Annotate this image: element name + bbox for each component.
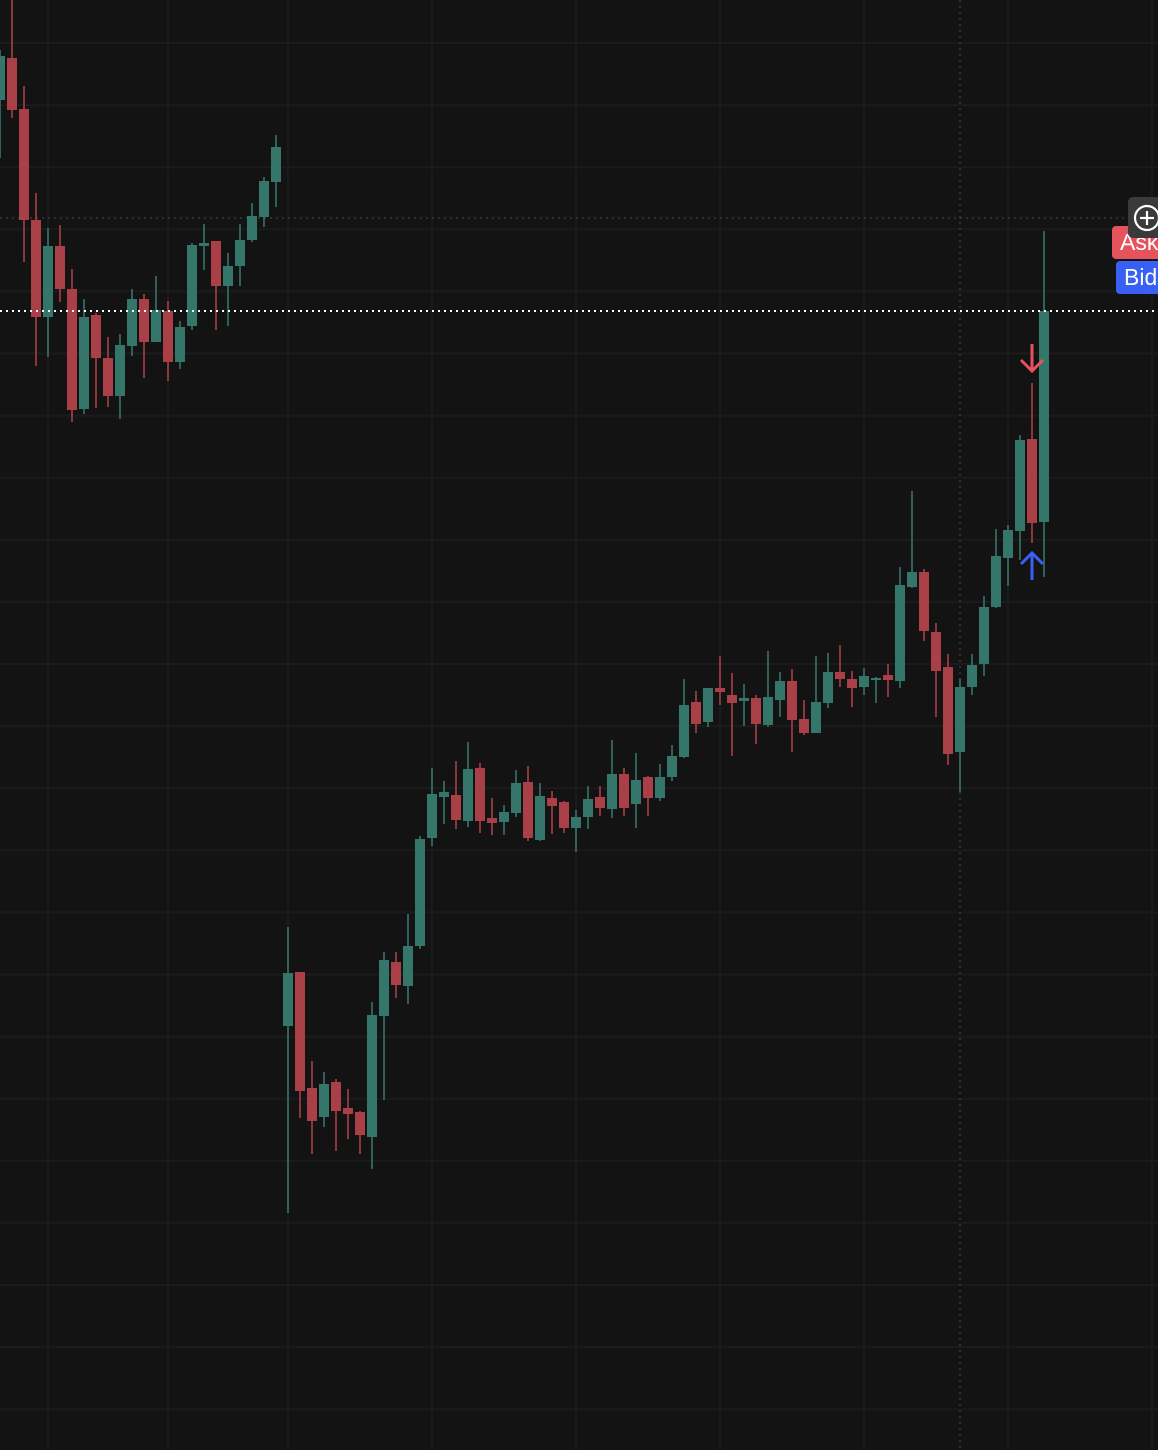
candle-body-up <box>607 774 617 809</box>
candle-body-up <box>1003 530 1013 558</box>
candle-body-up <box>667 756 677 777</box>
candle-body-down <box>7 58 17 110</box>
candle-body-down <box>295 972 305 1091</box>
candle-body-up <box>1015 440 1025 531</box>
candle-body-up <box>367 1015 377 1137</box>
candle-body-up <box>43 246 53 317</box>
candle-body-up <box>871 678 881 680</box>
candle-body-down <box>643 777 653 798</box>
candle-body-up <box>247 216 257 240</box>
candle-body-up <box>403 946 413 986</box>
candle-body-up <box>907 572 917 587</box>
candle-body-up <box>427 794 437 838</box>
candle-body-up <box>151 310 161 342</box>
candle-body-up <box>319 1084 329 1117</box>
candle-body-up <box>967 665 977 687</box>
candle-body-down <box>103 358 113 396</box>
candle-body-down <box>19 109 29 220</box>
candle-body-down <box>787 681 797 720</box>
bid-price-tag[interactable]: Bid <box>1116 261 1158 294</box>
candle-body-up <box>811 702 821 733</box>
candle-body-down <box>1027 439 1037 523</box>
candle-body-up <box>703 688 713 722</box>
candle-body-up <box>235 240 245 266</box>
candle-body-down <box>595 797 605 808</box>
candle-body-down <box>835 672 845 679</box>
candle-body-down <box>91 315 101 358</box>
candle-body-down <box>727 695 737 703</box>
candle-body-up <box>127 299 137 346</box>
candle-body-up <box>379 960 389 1016</box>
candle-body-up <box>823 672 833 703</box>
candle-body-up <box>79 317 89 409</box>
candle-body-down <box>883 675 893 680</box>
candle-body-down <box>487 818 497 823</box>
candle-body-down <box>139 299 149 342</box>
candle-body-down <box>55 246 65 289</box>
candle-body-up <box>655 777 665 798</box>
candle-body-up <box>859 676 869 687</box>
candle-body-down <box>343 1108 353 1114</box>
candle-body-down <box>307 1088 317 1121</box>
candle-body-down <box>931 632 941 671</box>
candle-body-up <box>271 147 281 182</box>
candle-body-up <box>199 243 209 246</box>
circle-plus-icon <box>1133 204 1158 231</box>
arrow-path <box>1019 550 1045 580</box>
candle-body-up <box>1039 311 1049 522</box>
candle-body-up <box>115 345 125 396</box>
candle-body-down <box>331 1082 341 1111</box>
candle-body-down <box>715 688 725 692</box>
candle-body-up <box>955 687 965 752</box>
candle-body-up <box>535 796 545 840</box>
candle-body-up <box>439 792 449 797</box>
candle-body-up <box>583 799 593 817</box>
candle-body-down <box>523 782 533 838</box>
candle-body-down <box>391 962 401 985</box>
buy-arrow-up-icon[interactable] <box>1019 550 1045 580</box>
candle-body-up <box>631 780 641 804</box>
candle-body-up <box>895 585 905 681</box>
candle-body-down <box>451 795 461 820</box>
candle-body-down <box>919 572 929 631</box>
candle-body-down <box>943 667 953 754</box>
candle-body-down <box>31 220 41 317</box>
candle-body-up <box>511 783 521 813</box>
candle-body-up <box>991 556 1001 607</box>
candle-body-up <box>415 839 425 946</box>
candle-body-up <box>175 327 185 362</box>
candle-body-down <box>751 698 761 724</box>
candle-body-up <box>499 812 509 822</box>
candle-body-up <box>259 181 269 217</box>
candle-body-down <box>163 311 173 362</box>
candle-body-up <box>763 697 773 725</box>
arrow-path <box>1019 344 1045 374</box>
candle-body-down <box>691 702 701 724</box>
add-price-alert-button[interactable] <box>1128 197 1158 238</box>
candle-body-down <box>619 774 629 808</box>
candle-body-down <box>799 719 809 733</box>
candle-body-up <box>739 698 749 701</box>
candle-body-up <box>775 681 785 700</box>
candle-body-up <box>223 266 233 286</box>
candle-body-down <box>475 768 485 821</box>
candle-body-down <box>559 802 569 828</box>
candle-body-up <box>463 769 473 821</box>
candle-body-up <box>979 607 989 664</box>
candle-body-down <box>547 798 557 806</box>
candle-body-up <box>571 817 581 828</box>
candle-body-down <box>211 241 221 286</box>
candle-body-down <box>67 289 77 410</box>
sell-arrow-down-icon[interactable] <box>1019 344 1045 374</box>
candle-body-up <box>679 705 689 757</box>
candle-body-up <box>0 56 5 100</box>
candle-body-down <box>847 679 857 688</box>
candle-body-down <box>355 1112 365 1135</box>
candle-body-up <box>283 973 293 1026</box>
candle-body-up <box>187 245 197 326</box>
